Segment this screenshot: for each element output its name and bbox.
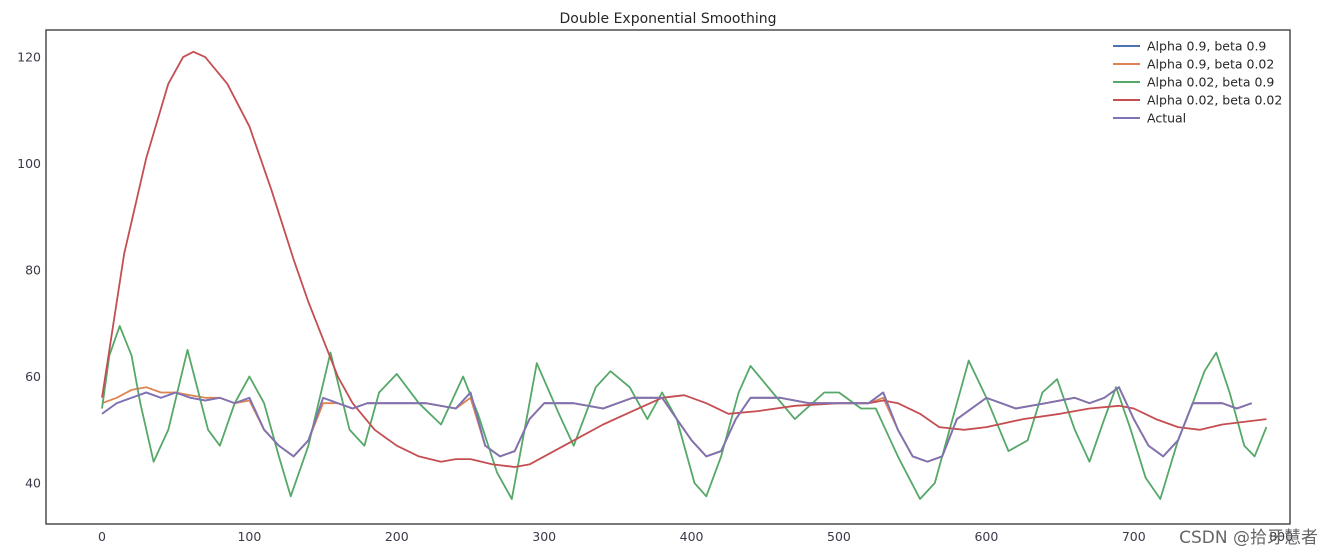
chart-title: Double Exponential Smoothing bbox=[560, 11, 777, 27]
x-tick-label: 300 bbox=[532, 529, 556, 544]
x-tick-label: 400 bbox=[680, 529, 704, 544]
series-line-5 bbox=[101, 386, 1253, 463]
y-axis: 40 60 80 100 120 bbox=[17, 50, 41, 491]
watermark: CSDN @拾牙慧者 bbox=[1179, 528, 1318, 548]
legend-label: Alpha 0.9, beta 0.9 bbox=[1147, 39, 1266, 54]
legend-label: Alpha 0.02, beta 0.9 bbox=[1147, 75, 1274, 90]
y-tick-label: 120 bbox=[17, 50, 41, 65]
legend-label: Alpha 0.9, beta 0.02 bbox=[1147, 57, 1274, 72]
x-tick-label: 800 bbox=[1269, 529, 1293, 544]
series-line-2 bbox=[101, 386, 1253, 463]
y-tick-label: 60 bbox=[25, 369, 41, 384]
legend: Alpha 0.9, beta 0.9 Alpha 0.9, beta 0.02 A… bbox=[1113, 39, 1282, 126]
legend-label: Alpha 0.02, beta 0.02 bbox=[1147, 93, 1282, 108]
x-tick-label: 600 bbox=[974, 529, 998, 544]
x-tick-label: 0 bbox=[98, 529, 106, 544]
legend-label: Actual bbox=[1147, 111, 1186, 126]
plot-frame bbox=[45, 29, 1291, 525]
series-layer bbox=[101, 50, 1268, 500]
y-tick-label: 40 bbox=[25, 476, 41, 491]
y-tick-label: 100 bbox=[17, 156, 41, 171]
x-tick-label: 200 bbox=[385, 529, 409, 544]
x-tick-label: 500 bbox=[827, 529, 851, 544]
x-axis: 0 100 200 300 400 500 600 700 800 bbox=[98, 529, 1293, 544]
x-tick-label: 700 bbox=[1122, 529, 1146, 544]
series-line-1 bbox=[101, 386, 1253, 463]
series-line-4 bbox=[101, 50, 1267, 468]
series-line-3 bbox=[101, 325, 1268, 500]
y-tick-label: 80 bbox=[25, 263, 41, 278]
x-tick-label: 100 bbox=[237, 529, 261, 544]
